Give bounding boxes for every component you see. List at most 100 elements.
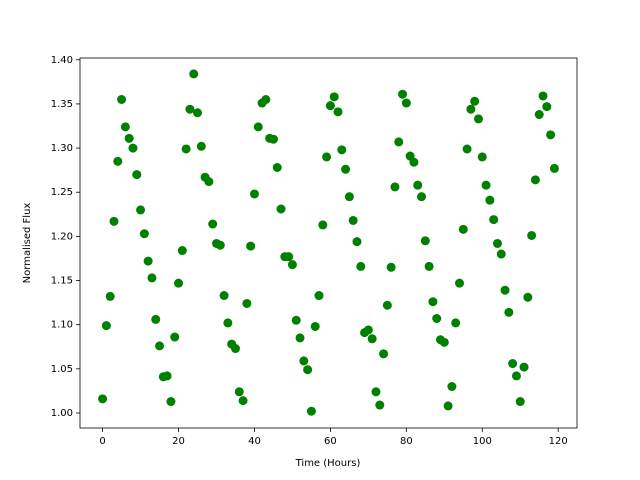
point: [424, 261, 434, 271]
point: [230, 344, 240, 354]
y-tick-label: 1.10: [51, 320, 73, 331]
point: [120, 122, 130, 132]
point: [390, 182, 400, 192]
point: [143, 256, 153, 266]
point: [386, 262, 396, 272]
point: [454, 278, 464, 288]
point: [356, 261, 366, 271]
point: [375, 400, 385, 410]
point: [428, 297, 438, 307]
point: [193, 108, 203, 118]
y-tick-label: 1.05: [51, 364, 73, 375]
point: [363, 325, 373, 335]
point: [170, 332, 180, 342]
point: [139, 229, 149, 239]
point: [473, 114, 483, 124]
y-tick-label: 1.30: [51, 143, 73, 154]
point: [500, 285, 510, 295]
point: [447, 381, 457, 391]
point: [371, 387, 381, 397]
point: [341, 164, 351, 174]
point: [398, 89, 408, 99]
point: [504, 307, 514, 317]
point: [489, 215, 499, 225]
point: [409, 157, 419, 167]
point: [177, 246, 187, 256]
point: [162, 371, 172, 381]
point: [291, 315, 301, 325]
point: [546, 130, 556, 140]
point: [432, 314, 442, 324]
x-axis-title: Time (Hours): [295, 458, 361, 469]
point: [166, 397, 176, 407]
point: [185, 104, 195, 114]
point: [132, 170, 142, 180]
point: [337, 145, 347, 155]
point: [401, 98, 411, 108]
x-tick-label: 40: [248, 436, 261, 447]
point: [443, 401, 453, 411]
y-tick-label: 1.00: [51, 408, 73, 419]
point: [508, 359, 518, 369]
point: [527, 230, 537, 240]
point: [101, 321, 111, 331]
point: [117, 95, 127, 105]
point: [481, 180, 491, 190]
x-tick-label: 120: [549, 436, 568, 447]
point: [511, 371, 521, 381]
y-tick-label: 1.25: [51, 187, 73, 198]
point: [128, 143, 138, 153]
point: [322, 152, 332, 162]
point: [310, 321, 320, 331]
point: [367, 334, 377, 344]
point: [246, 241, 256, 251]
point: [147, 273, 157, 283]
y-tick-label: 1.35: [51, 99, 73, 110]
point: [151, 314, 161, 324]
point: [253, 122, 263, 132]
point: [219, 291, 229, 301]
point: [413, 180, 423, 190]
point: [325, 101, 335, 111]
point: [189, 69, 199, 79]
point: [268, 134, 278, 144]
point: [318, 220, 328, 230]
point: [451, 318, 461, 328]
point: [284, 252, 294, 262]
point: [124, 133, 134, 143]
point: [439, 337, 449, 347]
point: [549, 163, 559, 173]
point: [530, 175, 540, 185]
point: [249, 189, 259, 199]
point: [496, 249, 506, 259]
axes-frame: [79, 57, 578, 429]
point: [109, 216, 119, 226]
point: [515, 397, 525, 407]
point: [394, 137, 404, 147]
point: [333, 107, 343, 117]
point: [303, 365, 313, 375]
y-axis-title: Normalised Flux: [22, 203, 33, 284]
point: [420, 236, 430, 246]
point: [314, 291, 324, 301]
x-tick-label: 20: [172, 436, 185, 447]
point: [196, 141, 206, 151]
x-tick-label: 60: [324, 436, 337, 447]
point: [542, 102, 552, 112]
point: [519, 362, 529, 372]
point: [417, 192, 427, 202]
point: [223, 318, 233, 328]
point: [242, 298, 252, 308]
point: [485, 195, 495, 205]
point: [174, 278, 184, 288]
point: [215, 240, 225, 250]
point: [113, 156, 123, 166]
point: [458, 224, 468, 234]
x-tick-label: 100: [473, 436, 492, 447]
point: [352, 237, 362, 247]
point: [272, 162, 282, 172]
point: [344, 192, 354, 202]
